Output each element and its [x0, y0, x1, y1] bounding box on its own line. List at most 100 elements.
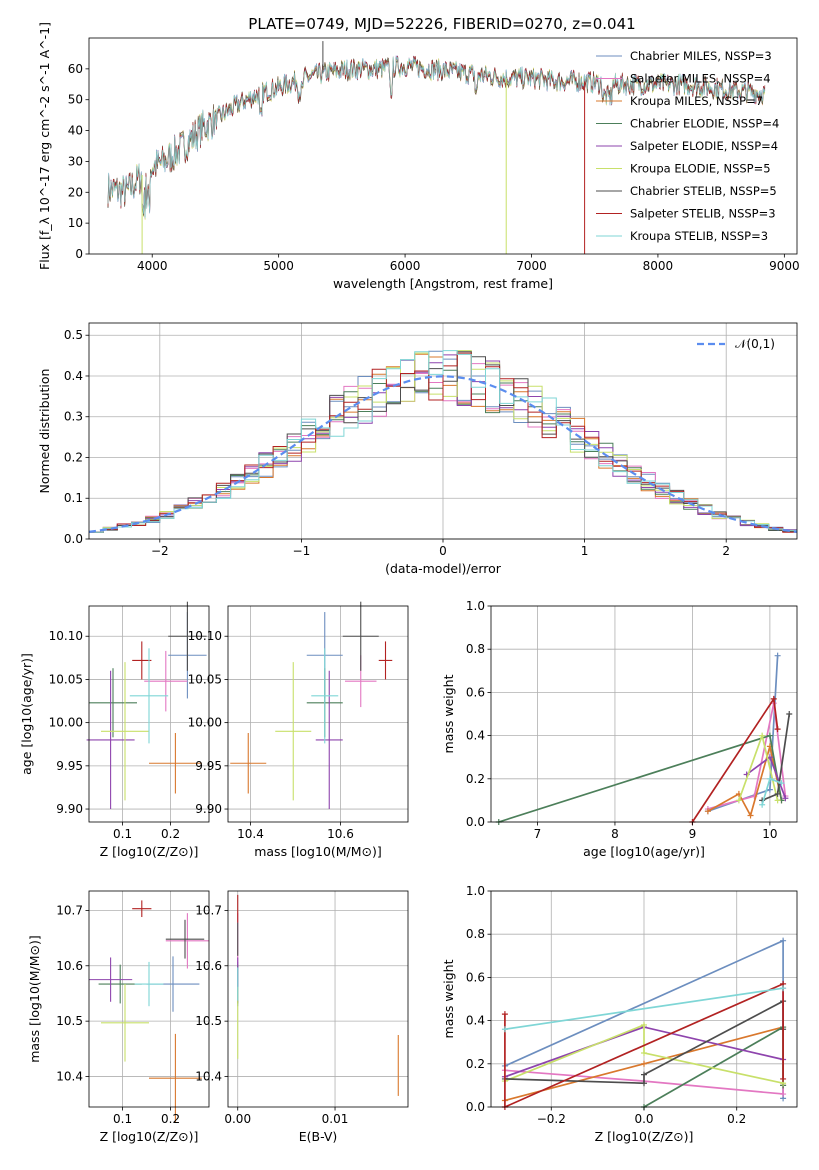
y-tick-label: 10.05 [49, 672, 83, 686]
y-axis-label: Normed distribution [37, 369, 52, 494]
weight-marker [766, 786, 773, 793]
error-bars [230, 601, 393, 810]
x-axis-label: Z [log10(Z/Z⊙)] [100, 844, 199, 859]
panel-mass-weight-vs-metallicity: −0.2 0.0 0.2 0.0 0.2 0.4 0.6 0.8 1.0 Z [log10(Z/Z… [441, 884, 798, 1144]
weight-marker [766, 732, 773, 739]
y-tick-label: 40 [68, 124, 83, 138]
grid [228, 606, 408, 822]
weight-marker [774, 652, 781, 659]
weight-marker [780, 1091, 787, 1098]
error-bars [89, 900, 209, 1123]
spectrum-line-9 [107, 56, 766, 219]
y-tick-label: 50 [68, 93, 83, 107]
y-tick-label: 30 [68, 154, 83, 168]
figure-title: PLATE=0749, MJD=52226, FIBERID=0270, z=0… [248, 15, 635, 33]
axes-frame [88, 605, 210, 823]
y-tick-label: 0.6 [466, 970, 485, 984]
weight-marker [501, 1026, 508, 1033]
weight-line-4 [643, 1025, 784, 1108]
legend-label: 𝒩(0,1) [735, 337, 775, 351]
x-tick-label: 0.0 [634, 1112, 653, 1126]
axes-frame [88, 890, 210, 1108]
y-tick-label: 10 [68, 216, 83, 230]
weight-line-8 [504, 982, 784, 1109]
x-axis-label: Z [log10(Z/Z⊙)] [595, 1129, 694, 1144]
x-tick-label: 0.00 [224, 1112, 251, 1126]
x-tick-label: 0.1 [113, 827, 132, 841]
weight-marker [778, 780, 785, 787]
y-tick-label: 0.0 [466, 815, 485, 829]
y-axis-label: mass weight [441, 959, 456, 1038]
weight-line-6 [504, 1023, 784, 1085]
y-tick-label: 0.0 [64, 532, 83, 546]
panel-mass-weight-vs-age: 7 8 9 10 0.0 0.2 0.4 0.6 0.8 1.0 age [log10(age/yr… [441, 599, 798, 859]
weight-marker [770, 695, 777, 702]
axes-frame [227, 890, 409, 1108]
panel-age-vs-mass: 10.4 10.6 9.90 9.95 10.00 10.05 10.10 mass [log… [188, 601, 409, 859]
x-tick-label: −2 [151, 544, 169, 558]
y-tick-label: 9.95 [56, 759, 83, 773]
x-tick-label: 9000 [769, 259, 800, 273]
x-tick-label: 10.4 [237, 827, 264, 841]
x-tick-label: 4000 [137, 259, 168, 273]
weight-marker [766, 775, 773, 782]
x-tick-label: 0.2 [161, 827, 180, 841]
y-tick-label: 1.0 [466, 599, 485, 613]
weight-line-9 [504, 987, 784, 1031]
spectrum-lines [107, 41, 766, 254]
x-tick-label: 0.1 [113, 1112, 132, 1126]
weight-marker [774, 797, 781, 804]
y-tick-label: 0.5 [64, 328, 83, 342]
legend-label: Chabrier ELODIE, NSSP=4 [630, 117, 779, 131]
x-tick-label: 1 [581, 544, 589, 558]
y-tick-label: 0.6 [466, 685, 485, 699]
x-tick-label: 9 [689, 827, 697, 841]
weight-marker [641, 1060, 647, 1067]
x-tick-label: 10 [762, 827, 777, 841]
legend-label: Kroupa MILES, NSSP=7 [630, 94, 763, 108]
grid [89, 891, 209, 1107]
weight-marker [759, 732, 766, 739]
y-tick-label: 10.05 [188, 672, 222, 686]
y-tick-label: 10.4 [56, 1070, 83, 1084]
weight-marker [774, 726, 781, 733]
x-tick-label: 5000 [263, 259, 294, 273]
y-tick-label: 10.4 [195, 1070, 222, 1084]
x-tick-label: 2 [722, 544, 730, 558]
legend-label: Salpeter STELIB, NSSP=3 [630, 207, 776, 221]
y-tick-label: 0.1 [64, 491, 83, 505]
legend-label: Kroupa ELODIE, NSSP=5 [630, 162, 771, 176]
y-axis-label: mass [log10(M/M⊙)] [27, 935, 42, 1063]
weight-marker [704, 808, 711, 815]
x-tick-label: 8 [611, 827, 619, 841]
weight-marker [782, 795, 789, 802]
x-tick-label: 7 [534, 827, 542, 841]
histograms [89, 350, 797, 533]
axes-frame [88, 37, 798, 255]
histogram-8 [89, 352, 797, 533]
x-axis-label: wavelength [Angstrom, rest frame] [333, 276, 553, 291]
x-tick-label: 0.2 [727, 1112, 746, 1126]
y-tick-label: 0 [75, 247, 83, 261]
panel-mass-vs-metallicity: 0.1 0.2 10.4 10.5 10.6 10.7 Z [log10(Z/Z⊙)] mas… [27, 890, 210, 1144]
axes-frame [490, 605, 798, 823]
y-tick-label: 9.90 [56, 802, 83, 816]
weight-lines [495, 652, 793, 825]
x-tick-label: 0.01 [322, 1112, 349, 1126]
weight-marker [641, 1050, 647, 1056]
weight-lines [501, 937, 787, 1110]
y-tick-label: 0.2 [64, 450, 83, 464]
x-tick-label: 6000 [390, 259, 421, 273]
weight-marker [759, 801, 766, 808]
legend-label: Salpeter ELODIE, NSSP=4 [630, 139, 778, 153]
legend-label: Chabrier STELIB, NSSP=5 [630, 184, 777, 198]
x-tick-label: 7000 [516, 259, 547, 273]
error-bars [86, 601, 207, 810]
error-bars [237, 894, 399, 1096]
y-tick-label: 0.3 [64, 410, 83, 424]
y-tick-label: 9.95 [195, 759, 222, 773]
y-tick-label: 20 [68, 185, 83, 199]
weight-marker [786, 711, 793, 717]
x-axis-label: (data-model)/error [385, 561, 502, 576]
